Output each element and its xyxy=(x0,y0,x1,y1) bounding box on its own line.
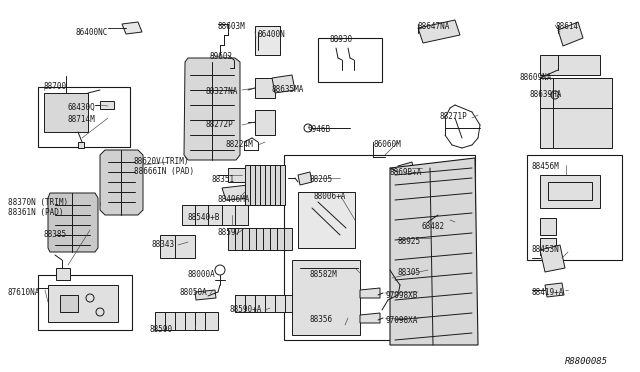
Bar xyxy=(540,175,600,208)
Text: 88609NA: 88609NA xyxy=(520,73,552,82)
Bar xyxy=(540,55,600,75)
Text: 88540+B: 88540+B xyxy=(188,213,220,222)
Polygon shape xyxy=(418,20,460,43)
Bar xyxy=(540,238,556,255)
Text: 86060M: 86060M xyxy=(373,140,401,149)
Text: 88635MA: 88635MA xyxy=(272,85,305,94)
Text: 88406MA: 88406MA xyxy=(218,195,250,204)
Text: 88700: 88700 xyxy=(44,82,67,91)
Bar xyxy=(245,165,285,205)
Bar xyxy=(527,155,622,260)
Polygon shape xyxy=(122,22,142,34)
Text: 97098XB: 97098XB xyxy=(386,291,419,300)
Polygon shape xyxy=(398,162,414,176)
Text: 88925: 88925 xyxy=(398,237,421,246)
Text: 86400NC: 86400NC xyxy=(76,28,108,37)
Polygon shape xyxy=(272,75,295,93)
Text: 88666IN (PAD): 88666IN (PAD) xyxy=(134,167,194,176)
Polygon shape xyxy=(48,193,98,252)
Text: 88603M: 88603M xyxy=(218,22,246,31)
Text: 88614: 88614 xyxy=(555,22,578,31)
Text: 88343: 88343 xyxy=(152,240,175,249)
Text: 88224M: 88224M xyxy=(225,140,253,149)
Polygon shape xyxy=(545,283,564,297)
Bar xyxy=(60,295,78,312)
Text: 88639HA: 88639HA xyxy=(530,90,563,99)
Bar xyxy=(155,312,218,330)
Text: 89602: 89602 xyxy=(210,52,233,61)
Bar xyxy=(228,228,292,250)
Polygon shape xyxy=(360,288,380,298)
Text: 88356: 88356 xyxy=(310,315,333,324)
Text: 88456M: 88456M xyxy=(531,162,559,171)
Text: 88419+A: 88419+A xyxy=(531,288,563,297)
Text: 68430Q: 68430Q xyxy=(68,103,96,112)
Text: 88385: 88385 xyxy=(44,230,67,239)
Polygon shape xyxy=(558,22,583,46)
Text: 88590+A: 88590+A xyxy=(230,305,262,314)
Polygon shape xyxy=(540,245,565,272)
Text: 87610NA: 87610NA xyxy=(8,288,40,297)
Bar xyxy=(48,285,118,322)
Polygon shape xyxy=(56,268,70,280)
Text: 88930: 88930 xyxy=(330,35,353,44)
Bar xyxy=(228,168,248,182)
Text: 8869B+A: 8869B+A xyxy=(390,168,422,177)
Text: 88647NA: 88647NA xyxy=(418,22,451,31)
Text: 88370N (TRIM): 88370N (TRIM) xyxy=(8,198,68,207)
Text: 88453N: 88453N xyxy=(531,245,559,254)
Bar xyxy=(540,218,556,235)
Bar xyxy=(100,101,114,109)
Bar xyxy=(38,87,130,147)
Text: 88050A: 88050A xyxy=(180,288,208,297)
Bar xyxy=(255,78,275,98)
Text: 88582M: 88582M xyxy=(310,270,338,279)
Bar xyxy=(298,192,355,248)
Bar xyxy=(318,38,382,82)
Bar xyxy=(235,295,298,312)
Text: 88327NA: 88327NA xyxy=(205,87,237,96)
Text: 88620V(TRIM): 88620V(TRIM) xyxy=(134,157,189,166)
Polygon shape xyxy=(390,158,478,345)
Polygon shape xyxy=(184,58,240,160)
Bar xyxy=(44,93,88,132)
Polygon shape xyxy=(195,290,216,300)
Circle shape xyxy=(406,236,410,240)
Text: 9946B: 9946B xyxy=(308,125,331,134)
Bar xyxy=(548,182,592,200)
Bar xyxy=(255,110,275,135)
Polygon shape xyxy=(360,313,380,323)
Bar xyxy=(160,235,195,258)
Text: 88597: 88597 xyxy=(218,228,241,237)
Text: 88351: 88351 xyxy=(212,175,235,184)
Text: 88205: 88205 xyxy=(310,175,333,184)
Text: 86400N: 86400N xyxy=(258,30,285,39)
Bar xyxy=(438,210,462,230)
Polygon shape xyxy=(100,150,143,215)
Text: R8800085: R8800085 xyxy=(565,357,608,366)
Polygon shape xyxy=(78,142,84,148)
Text: 88361N (PAD): 88361N (PAD) xyxy=(8,208,63,217)
Bar xyxy=(292,260,360,335)
Text: 88590: 88590 xyxy=(150,325,173,334)
Text: 97098XA: 97098XA xyxy=(386,316,419,325)
Text: 88305: 88305 xyxy=(398,268,421,277)
Text: 68482: 68482 xyxy=(421,222,444,231)
Text: 88272P: 88272P xyxy=(205,120,233,129)
Polygon shape xyxy=(222,185,252,200)
Bar xyxy=(38,275,132,330)
Text: 88271P: 88271P xyxy=(440,112,468,121)
Text: 88000A: 88000A xyxy=(188,270,216,279)
Text: 88714M: 88714M xyxy=(68,115,96,124)
Bar xyxy=(540,78,612,148)
Bar xyxy=(182,205,248,225)
Polygon shape xyxy=(298,172,312,185)
Text: 88006+A: 88006+A xyxy=(313,192,346,201)
Bar xyxy=(255,26,280,55)
Bar xyxy=(284,155,475,340)
